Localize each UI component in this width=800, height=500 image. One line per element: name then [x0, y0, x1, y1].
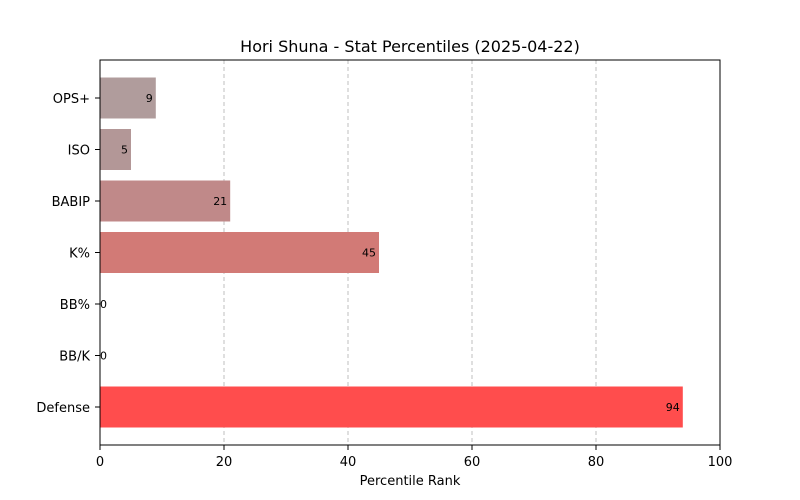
x-tick-label: 0	[96, 455, 104, 470]
bar-babip	[100, 180, 231, 222]
x-tick-label: 20	[216, 455, 233, 470]
bar-k	[100, 232, 379, 273]
bar-value-label: 0	[100, 350, 107, 363]
y-category-label: BB/K	[59, 350, 90, 365]
y-category-label: OPS+	[53, 92, 90, 107]
bar-value-label: 45	[362, 247, 376, 260]
y-category-label: ISO	[68, 144, 90, 159]
x-tick-label: 80	[588, 455, 605, 470]
y-category-label: BB%	[60, 298, 90, 313]
y-category-label: BABIP	[52, 195, 91, 210]
x-axis-label: Percentile Rank	[360, 474, 461, 489]
bar-value-label: 21	[213, 195, 227, 208]
bar-value-label: 5	[121, 144, 128, 157]
bar-value-label: 0	[100, 298, 107, 311]
chart-title: Hori Shuna - Stat Percentiles (2025-04-2…	[240, 37, 580, 56]
bar-value-label: 9	[146, 92, 153, 105]
bars: 9 5 21 45 0 0 94	[100, 77, 683, 428]
x-tick-label: 40	[340, 455, 357, 470]
bar-defense	[100, 386, 683, 428]
y-axis-ticks: OPS+ ISO BABIP K% BB% BB/K Defense	[36, 92, 100, 416]
y-category-label: K%	[69, 247, 90, 262]
bar-iso	[100, 129, 131, 170]
bar-ops	[100, 77, 156, 119]
x-tick-label: 60	[464, 455, 481, 470]
x-axis-ticks: 0 20 40 60 80 100	[96, 445, 733, 470]
x-tick-label: 100	[708, 455, 733, 470]
y-category-label: Defense	[36, 401, 90, 416]
bar-value-label: 94	[666, 401, 680, 414]
